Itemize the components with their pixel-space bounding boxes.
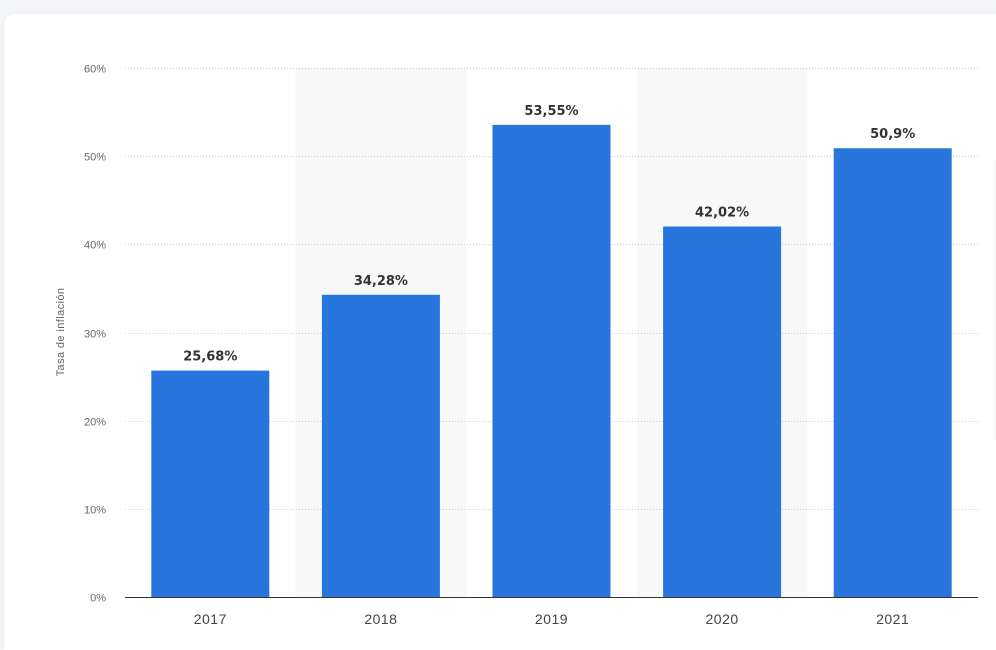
x-tick-label-2019: 2019 xyxy=(535,611,568,627)
y-tick-label: 0% xyxy=(90,593,106,605)
data-label-2021: 50,9% xyxy=(870,127,915,142)
bar-2021[interactable] xyxy=(833,148,952,597)
x-tick-label-2021: 2021 xyxy=(876,611,909,627)
bars xyxy=(151,124,952,598)
bar-2019[interactable] xyxy=(492,124,611,598)
data-labels: 25,68% 34,28% 53,55% 42,02% 50,9% xyxy=(183,104,915,365)
y-tick-labels: 0% 10% 20% 30% 40% 50% 60% xyxy=(84,64,106,605)
bar-2020[interactable] xyxy=(663,226,782,597)
x-tick-labels: 2017 2018 2019 2020 2021 xyxy=(194,611,909,627)
x-tick-label-2020: 2020 xyxy=(706,611,739,627)
card-edge-shadow xyxy=(992,160,996,440)
y-tick-label: 30% xyxy=(84,329,106,341)
y-tick-label: 60% xyxy=(84,64,106,76)
x-tick-label-2018: 2018 xyxy=(364,611,397,627)
data-label-2017: 25,68% xyxy=(183,350,237,365)
data-label-2020: 42,02% xyxy=(695,206,749,221)
y-axis-title: Tasa de inflación xyxy=(55,288,67,377)
data-label-2019: 53,55% xyxy=(524,104,578,119)
bar-2017[interactable] xyxy=(151,370,270,597)
data-label-2018: 34,28% xyxy=(354,274,408,289)
y-tick-label: 10% xyxy=(84,505,106,517)
bar-2018[interactable] xyxy=(321,294,440,597)
y-tick-label: 40% xyxy=(84,240,106,252)
y-tick-label: 20% xyxy=(84,417,106,429)
y-tick-label: 50% xyxy=(84,152,106,164)
x-tick-label-2017: 2017 xyxy=(194,611,227,627)
